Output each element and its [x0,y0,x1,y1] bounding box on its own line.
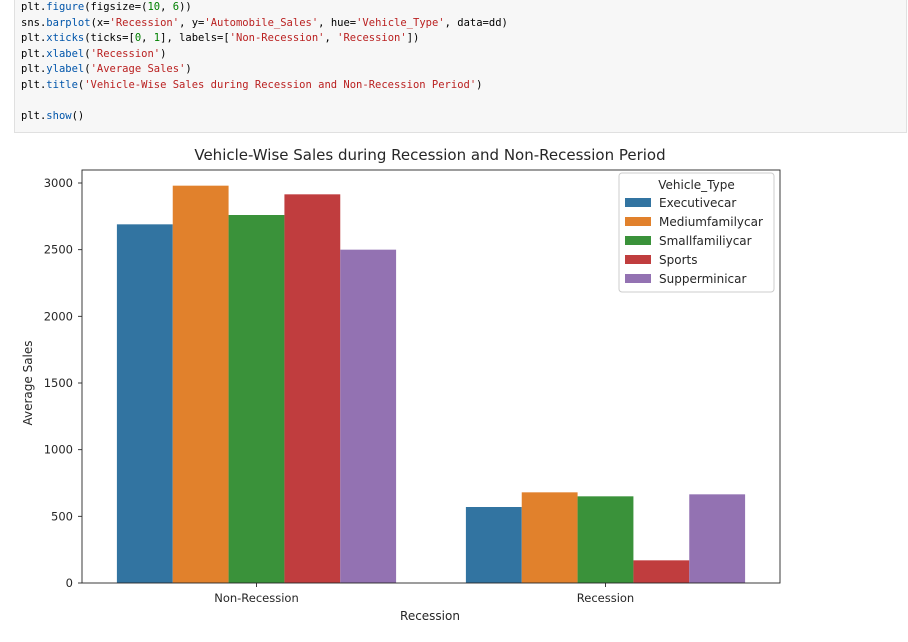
legend-label: Smallfamiliycar [659,234,752,248]
code-token: 'Vehicle_Type' [356,16,445,29]
code-line: plt.ylabel('Average Sales') [21,62,906,78]
code-token: 'Automobile_Sales' [204,16,319,29]
code-token: , y= [179,16,205,29]
code-token: ( [77,78,85,91]
code-token: ( [84,47,91,60]
legend-title: Vehicle_Type [658,178,734,192]
code-line: plt.show() [21,109,906,125]
bar-supperminicar-non-recession [340,249,397,584]
code-token: sns. [21,16,47,29]
code-line: plt.title('Vehicle-Wise Sales during Rec… [21,78,906,94]
y-axis-label: Average Sales [21,340,35,425]
bar-sports-recession [633,560,690,583]
y-tick-label: 0 [66,576,73,590]
code-token: 'Recession' [109,16,180,29]
code-token: )) [179,1,192,13]
bar-executivecar-recession [465,507,522,583]
code-lines: plt.figure(figsize=(10, 6)) sns.barplot(x… [21,0,906,125]
x-tick-label: Non-Recession [214,591,299,605]
code-cell[interactable]: plt.figure(figsize=(10, 6)) sns.barplot(x… [14,0,907,133]
legend-label: Executivecar [659,196,736,210]
code-token: 'Recession' [337,32,407,45]
code-token: barplot [46,16,91,29]
plot-area: 0 500 1000 1500 2000 2500 3000 Non-Recession Rec… [44,169,781,605]
code-line: sns.barplot(x='Recession', y='Automobile… [21,16,906,32]
code-token: ylabel [46,63,85,76]
y-tick-label: 3000 [44,176,73,190]
code-token: 0 [134,32,142,45]
code-token: , hue= [318,16,357,29]
legend-swatch [625,236,651,245]
code-token: plt. [21,63,47,76]
code-token: plt. [21,1,47,13]
code-token: , [141,32,154,45]
code-token: ], labels=[ [160,32,230,45]
code-token: ) [476,78,483,91]
legend-swatch [625,198,651,207]
code-line: plt.xticks(ticks=[0, 1], labels=['Non-Re… [21,31,906,47]
code-line [21,94,906,110]
y-tick-label: 1500 [44,376,73,390]
code-token: , [160,1,173,13]
legend-swatch [625,274,651,283]
legend-swatch [625,255,651,264]
y-tick-label: 2000 [44,309,73,323]
code-token: show [46,110,72,123]
code-token: plt. [21,78,47,91]
chart-title: Vehicle-Wise Sales during Recession and … [194,146,665,164]
y-tick-label: 500 [51,509,73,523]
bar-mediumfamilycar-non-recession [172,185,229,584]
bar-executivecar-non-recession [116,224,173,583]
code-token: ( [84,63,91,76]
code-token: figure [46,1,85,13]
legend: Vehicle_Type Executivecar Mediumfamilycar S… [618,172,775,293]
legend-box [618,172,775,293]
code-token: , [324,32,338,45]
code-token: xlabel [46,47,85,60]
code-token: 6 [172,1,180,13]
code-token: xticks [46,32,85,45]
code-token: title [46,78,78,91]
bar-chart: Vehicle-Wise Sales during Recession and … [21,146,781,623]
code-token: 1 [153,32,161,45]
code-token: 'Average Sales' [90,63,186,76]
code-line: plt.figure(figsize=(10, 6)) [21,0,906,16]
y-tick-label: 1000 [44,443,73,457]
bar-smallfamiliycar-non-recession [228,215,285,583]
code-token: (x= [90,16,110,29]
code-token: ) [160,47,167,60]
legend-swatch [625,217,651,226]
code-token: 'Non-Recession' [229,32,325,45]
code-token: ]) [406,32,420,45]
axes-frame [81,169,781,584]
bar-smallfamiliycar-recession [577,496,634,583]
code-token: , data=dd) [444,16,508,29]
code-token: ) [185,63,192,76]
code-token: plt. [21,32,47,45]
code-token: 'Vehicle-Wise Sales during Recession and… [84,78,477,91]
bar-mediumfamilycar-recession [521,492,578,583]
legend-label: Supperminicar [659,272,746,286]
code-token: 10 [147,1,161,13]
legend-label: Sports [659,253,697,267]
x-tick-label: Recession [577,591,634,605]
legend-label: Mediumfamilycar [659,215,763,229]
y-tick-label: 2500 [44,243,73,257]
x-axis-label: Recession [400,609,460,623]
code-token: plt. [21,110,47,123]
code-token: (ticks=[ [84,32,135,45]
code-token: (figsize=( [84,1,148,13]
code-token: 'Recession' [90,47,161,60]
bar-supperminicar-recession [689,494,746,583]
code-line: plt.xlabel('Recession') [21,47,906,63]
bar-sports-non-recession [284,194,341,583]
code-token: () [71,110,85,123]
code-token: plt. [21,47,47,60]
